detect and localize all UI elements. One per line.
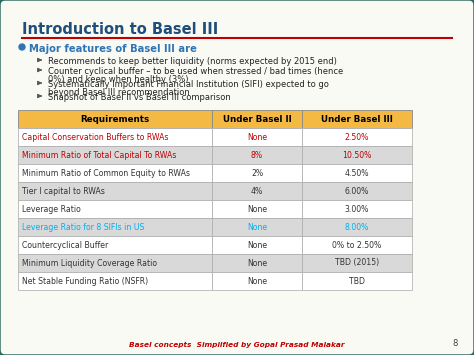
Bar	[212, 218, 302, 236]
Bar	[18, 110, 212, 128]
Bar	[212, 128, 302, 146]
Text: Requirements: Requirements	[81, 115, 150, 124]
Text: TBD (2015): TBD (2015)	[335, 258, 379, 268]
Bar	[302, 236, 412, 254]
Bar	[212, 272, 302, 290]
Bar	[302, 254, 412, 272]
Text: Leverage Ratio: Leverage Ratio	[22, 204, 81, 213]
Text: Capital Conservation Buffers to RWAs: Capital Conservation Buffers to RWAs	[22, 132, 168, 142]
Text: Snapshot of Basel II vs Basel III comparison: Snapshot of Basel II vs Basel III compar…	[48, 93, 231, 102]
Text: Net Stable Funding Ratio (NSFR): Net Stable Funding Ratio (NSFR)	[22, 277, 148, 285]
Text: 4.50%: 4.50%	[345, 169, 369, 178]
Text: 6.00%: 6.00%	[345, 186, 369, 196]
Bar	[212, 236, 302, 254]
Bar	[212, 254, 302, 272]
Text: TBD: TBD	[349, 277, 365, 285]
Bar	[302, 164, 412, 182]
Bar	[302, 146, 412, 164]
Bar	[302, 182, 412, 200]
Text: 10.50%: 10.50%	[342, 151, 372, 159]
Circle shape	[19, 44, 25, 50]
Bar	[302, 218, 412, 236]
Text: Countercyclical Buffer: Countercyclical Buffer	[22, 240, 108, 250]
Text: Counter cyclical buffer – to be used when stressed / bad times (hence: Counter cyclical buffer – to be used whe…	[48, 67, 343, 76]
Text: Introduction to Basel III: Introduction to Basel III	[22, 22, 218, 37]
Bar	[302, 200, 412, 218]
Text: Minimum Liquidity Coverage Ratio: Minimum Liquidity Coverage Ratio	[22, 258, 157, 268]
Bar	[18, 164, 212, 182]
Text: Systematically Important Financial Institution (SIFI) expected to go: Systematically Important Financial Insti…	[48, 80, 329, 89]
Text: 0% to 2.50%: 0% to 2.50%	[332, 240, 382, 250]
Bar	[212, 110, 302, 128]
Text: Basel concepts  Simplified by Gopal Prasad Malakar: Basel concepts Simplified by Gopal Prasa…	[129, 342, 345, 348]
Text: 0%) and keep when healthy (3%): 0%) and keep when healthy (3%)	[48, 75, 189, 84]
Bar	[18, 254, 212, 272]
Text: Minimum Ratio of Total Capital To RWAs: Minimum Ratio of Total Capital To RWAs	[22, 151, 176, 159]
Bar	[18, 272, 212, 290]
Text: Recommends to keep better liquidity (norms expected by 2015 end): Recommends to keep better liquidity (nor…	[48, 57, 337, 66]
Text: 3.00%: 3.00%	[345, 204, 369, 213]
Text: None: None	[247, 223, 267, 231]
Text: None: None	[247, 258, 267, 268]
Text: None: None	[247, 204, 267, 213]
Bar	[212, 164, 302, 182]
Bar	[18, 182, 212, 200]
Text: Under Basel III: Under Basel III	[321, 115, 393, 124]
Text: Minimum Ratio of Common Equity to RWAs: Minimum Ratio of Common Equity to RWAs	[22, 169, 190, 178]
Bar	[18, 218, 212, 236]
Bar	[212, 146, 302, 164]
Text: Under Basel II: Under Basel II	[223, 115, 292, 124]
Bar	[302, 128, 412, 146]
Text: None: None	[247, 132, 267, 142]
Text: 8.00%: 8.00%	[345, 223, 369, 231]
Bar	[302, 272, 412, 290]
Text: 2%: 2%	[251, 169, 263, 178]
Text: Major features of Basel III are: Major features of Basel III are	[29, 44, 197, 54]
Bar	[18, 146, 212, 164]
Text: beyond Basel III recommendation: beyond Basel III recommendation	[48, 88, 190, 97]
Bar	[18, 236, 212, 254]
Text: None: None	[247, 277, 267, 285]
Bar	[18, 200, 212, 218]
Bar	[302, 110, 412, 128]
Text: 2.50%: 2.50%	[345, 132, 369, 142]
Text: None: None	[247, 240, 267, 250]
Text: Tier I capital to RWAs: Tier I capital to RWAs	[22, 186, 105, 196]
Text: 4%: 4%	[251, 186, 263, 196]
Bar	[18, 128, 212, 146]
Bar	[212, 182, 302, 200]
Text: Leverage Ratio for 8 SIFIs in US: Leverage Ratio for 8 SIFIs in US	[22, 223, 145, 231]
Bar	[212, 200, 302, 218]
Text: 8: 8	[453, 339, 458, 348]
Text: 8%: 8%	[251, 151, 263, 159]
